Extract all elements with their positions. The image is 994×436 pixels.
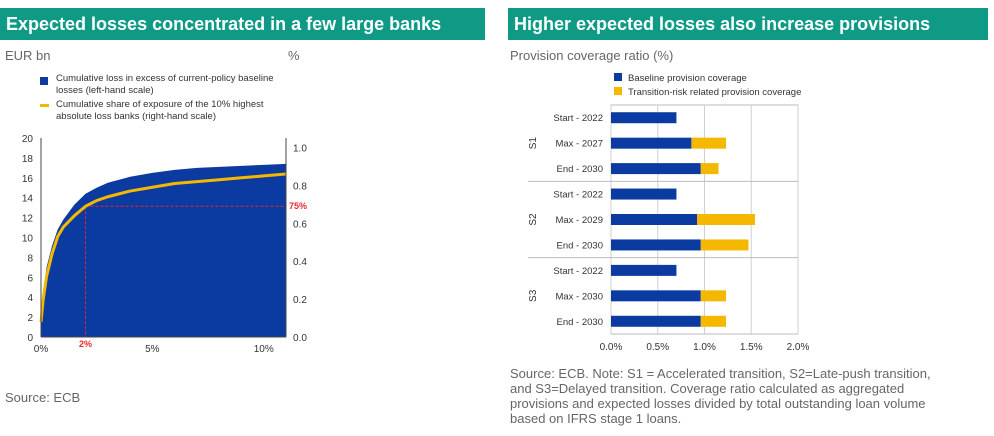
legend-area-label-line1: Cumulative loss in excess of current-pol… xyxy=(56,73,274,84)
category-label: End - 2030 xyxy=(557,164,603,175)
baseline-bar xyxy=(611,112,677,124)
left-unit-label: EUR bn xyxy=(5,48,51,63)
legend-area-label-line2: losses (left-hand scale) xyxy=(56,85,154,96)
left-y-tick-label: 10 xyxy=(22,234,34,245)
right-chart-title: Higher expected losses also increase pro… xyxy=(508,8,988,40)
right-source-line-1: Source: ECB. Note: S1 = Accelerated tran… xyxy=(510,366,931,381)
right-source-line-2: and S3=Delayed transition. Coverage rati… xyxy=(510,381,905,396)
left-y-tick-label: 6 xyxy=(27,273,33,284)
legend-line-label-line1: Cumulative share of exposure of the 10% … xyxy=(56,99,264,110)
left-y-tick-label: 18 xyxy=(22,154,34,165)
category-label: Max - 2029 xyxy=(555,215,603,226)
category-label: Start - 2022 xyxy=(553,266,603,277)
left-chart: EUR bn % Cumulative loss in excess of cu… xyxy=(5,48,307,355)
left-y-tick-label: 14 xyxy=(22,194,34,205)
category-label: Start - 2022 xyxy=(553,113,603,124)
left-y-tick-label: 4 xyxy=(27,293,33,304)
category-label: End - 2030 xyxy=(557,240,603,251)
legend-line-label-line2: absolute loss banks (right-hand scale) xyxy=(56,111,216,122)
category-label: Start - 2022 xyxy=(553,190,603,201)
right-y-tick-label: 0.6 xyxy=(293,219,307,230)
category-label: Max - 2027 xyxy=(555,139,603,150)
transition-bar xyxy=(700,315,727,327)
transition-bar xyxy=(691,137,727,149)
transition-bar xyxy=(697,214,755,225)
left-y-tick-label: 16 xyxy=(22,174,34,185)
left-y-tick-label: 0 xyxy=(27,333,33,344)
right-source: Source: ECB. Note: S1 = Accelerated tran… xyxy=(510,366,931,426)
right-source-line-3: provisions and expected losses divided b… xyxy=(510,396,926,411)
x-tick-label: 1.5% xyxy=(740,342,763,353)
annotation-2pct: 2% xyxy=(79,339,92,349)
group-label: S1 xyxy=(528,137,539,150)
baseline-bar xyxy=(611,315,701,327)
x-tick-label: 10% xyxy=(254,344,274,355)
right-unit-label: % xyxy=(288,48,300,63)
legend-line-swatch xyxy=(40,104,49,107)
legend-baseline-swatch xyxy=(614,73,622,81)
right-y-tick-label: 0.4 xyxy=(293,257,307,268)
right-y-tick-label: 0.8 xyxy=(293,181,307,192)
legend-baseline-label: Baseline provision coverage xyxy=(628,73,747,84)
x-tick-label: 0.5% xyxy=(646,342,669,353)
annotation-75pct: 75% xyxy=(289,201,307,211)
left-chart-panel: Expected losses concentrated in a few la… xyxy=(0,0,486,436)
right-y-tick-label: 1.0 xyxy=(293,143,307,154)
x-tick-label: 0.0% xyxy=(600,342,623,353)
right-y-tick-label: 0.0 xyxy=(293,333,307,344)
left-chart-title: Expected losses concentrated in a few la… xyxy=(0,8,485,40)
cumulative-share-line xyxy=(39,172,287,322)
right-chart: Provision coverage ratio (%) Baseline pr… xyxy=(510,48,810,353)
cumulative-loss-area xyxy=(41,163,286,337)
group-label: S3 xyxy=(528,289,539,302)
left-y-tick-label: 12 xyxy=(22,214,34,225)
baseline-bar xyxy=(611,163,701,175)
category-label: Max - 2030 xyxy=(555,291,603,302)
group-label: S2 xyxy=(528,213,539,226)
baseline-bar xyxy=(611,137,692,149)
right-plot-area: 0.0% 0.5% 1.0% 1.5% 2.0% S1 Start - 2022 Max - … xyxy=(528,104,810,353)
left-y-tick-label: 20 xyxy=(22,134,34,145)
category-label: End - 2030 xyxy=(557,317,603,328)
baseline-bar xyxy=(611,239,701,251)
baseline-bar xyxy=(611,214,698,225)
right-y-tick-label: 0.2 xyxy=(293,295,307,306)
x-tick-label: 0% xyxy=(34,344,49,355)
right-chart-panel: Higher expected losses also increase pro… xyxy=(508,0,994,436)
baseline-bar xyxy=(611,290,701,302)
transition-bar xyxy=(700,290,727,302)
x-tick-label: 5% xyxy=(145,344,160,355)
transition-bar xyxy=(700,239,749,251)
left-plot-area: 0 2 4 6 8 10 12 14 16 18 20 0.0 0.2 0.4 0.6 0.8 1.0 0% 5% 1… xyxy=(22,134,307,355)
left-source: Source: ECB xyxy=(5,390,81,405)
x-tick-label: 2.0% xyxy=(787,342,810,353)
left-y-tick-label: 2 xyxy=(27,313,33,324)
left-y-tick-label: 8 xyxy=(27,253,33,264)
baseline-bar xyxy=(611,264,677,276)
x-tick-label: 1.0% xyxy=(693,342,716,353)
legend-area-swatch xyxy=(40,77,48,85)
right-chart-subtitle: Provision coverage ratio (%) xyxy=(510,48,673,63)
right-source-line-4: based on IFRS stage 1 loans. xyxy=(510,411,682,426)
legend-transition-swatch xyxy=(614,87,622,95)
baseline-bar xyxy=(611,188,677,200)
transition-bar xyxy=(700,163,719,175)
legend-transition-label: Transition-risk related provision covera… xyxy=(628,87,801,98)
